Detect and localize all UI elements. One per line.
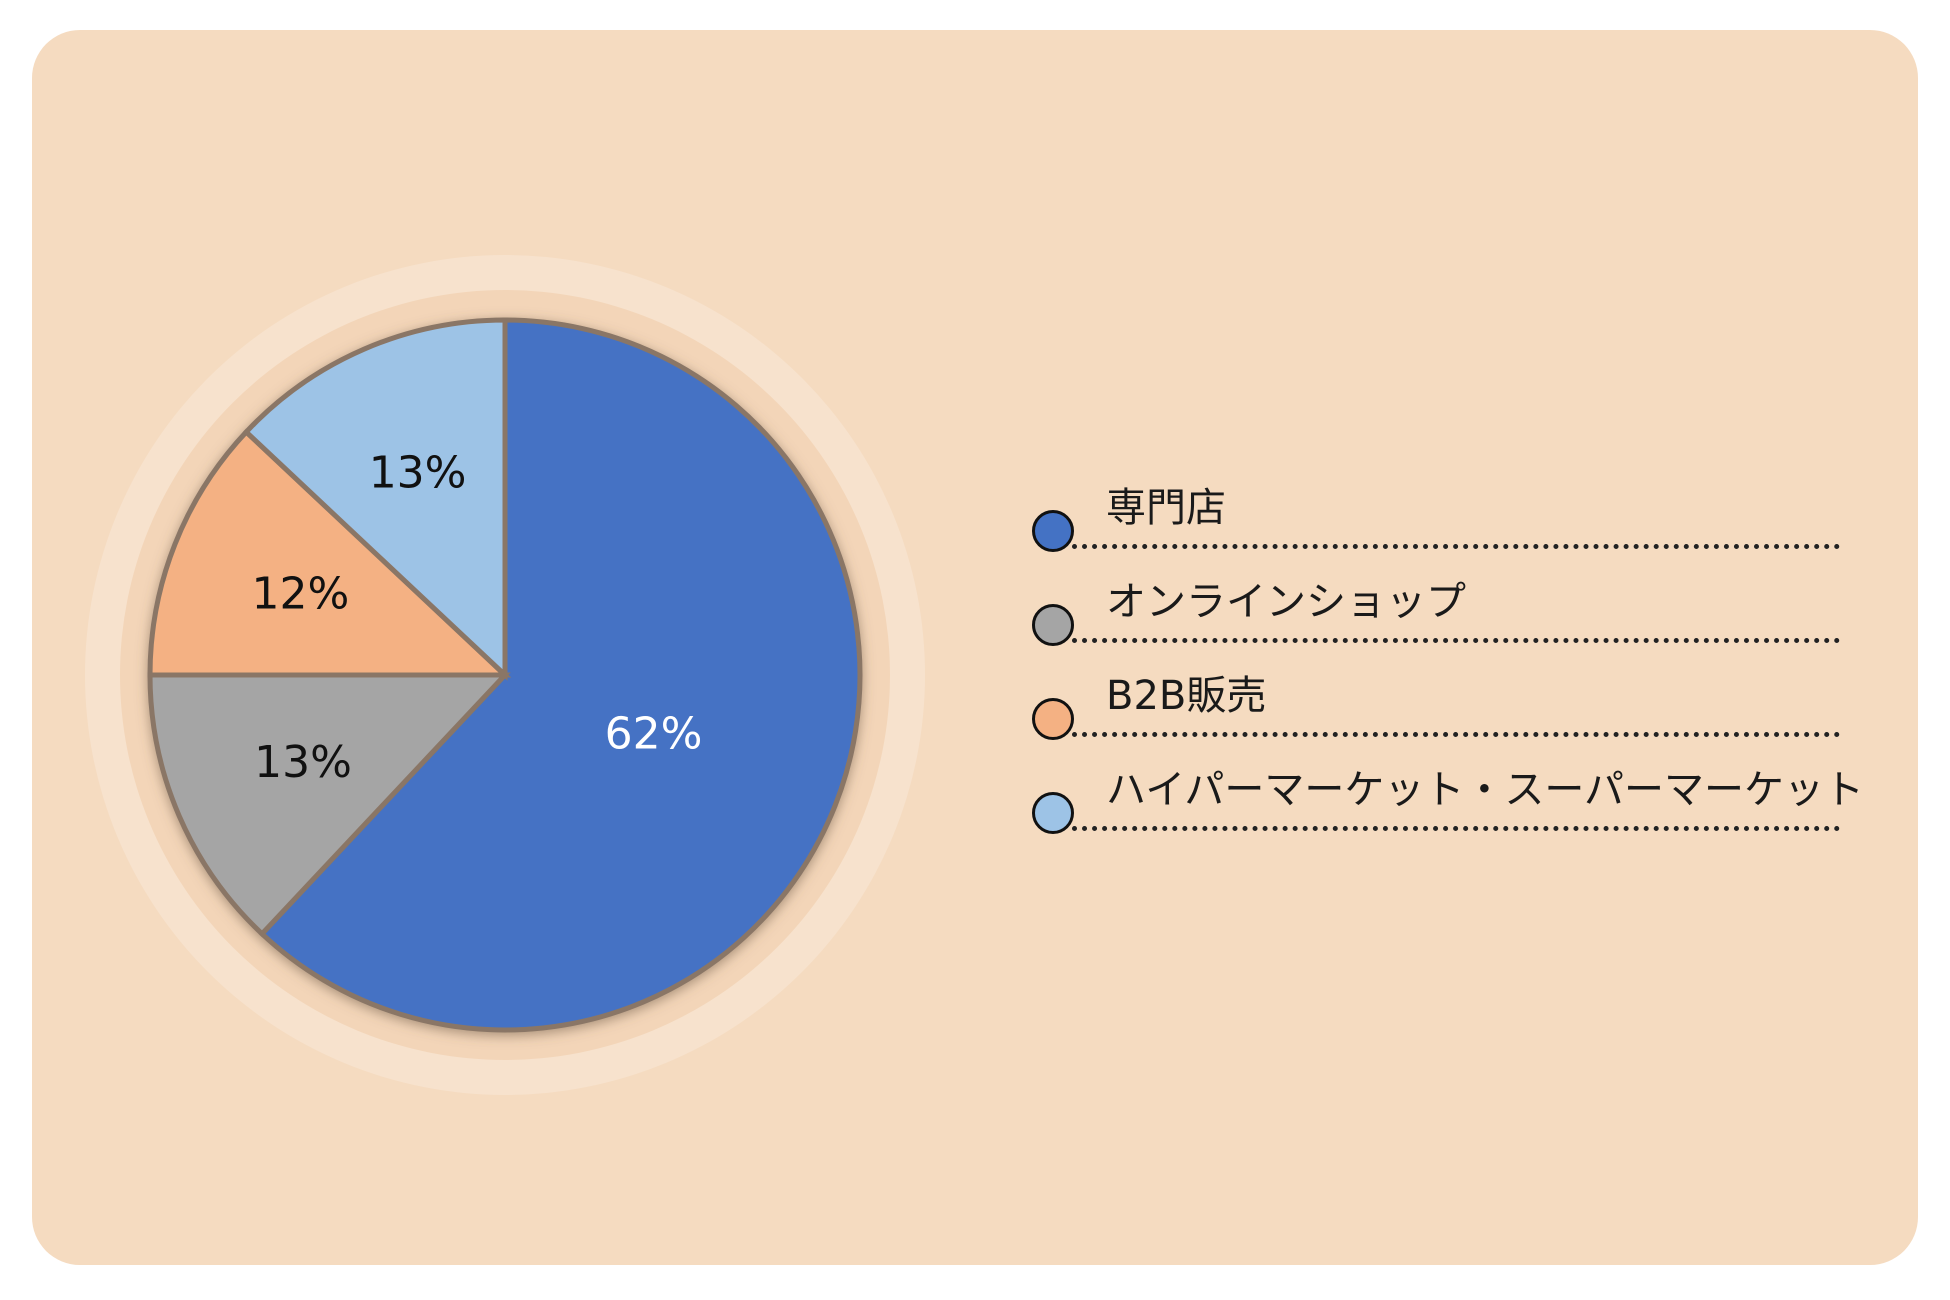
pie-slice-label-2: 12% — [251, 568, 349, 619]
pie-slice-0 — [258, 317, 863, 1033]
legend: 専門店 オンラインショップ B2B販売 ハイパーマーケット・スーパーマーケット — [1020, 480, 1870, 856]
pie-slice-label-0: 62% — [605, 708, 703, 759]
legend-label: オンラインショップ — [1106, 579, 1466, 625]
legend-dotted-line — [1072, 732, 1840, 737]
legend-dotted-line — [1072, 638, 1840, 643]
legend-swatch — [1032, 792, 1074, 834]
legend-item-specialty-store: 専門店 — [1020, 480, 1870, 574]
legend-label: 専門店 — [1106, 485, 1226, 531]
legend-label: B2B販売 — [1106, 673, 1267, 719]
legend-label: ハイパーマーケット・スーパーマーケット — [1106, 767, 1864, 813]
legend-swatch — [1032, 604, 1074, 646]
legend-dotted-line — [1072, 826, 1840, 831]
pie-slice-1 — [147, 672, 511, 938]
pie-slice-label-1: 13% — [254, 737, 352, 788]
legend-dotted-line — [1072, 544, 1840, 549]
legend-item-b2b-sales: B2B販売 — [1020, 668, 1870, 762]
pie-slice-3 — [242, 317, 508, 681]
legend-item-hypermarket-supermarket: ハイパーマーケット・スーパーマーケット — [1020, 762, 1870, 856]
pie-slice-label-3: 13% — [369, 448, 467, 499]
legend-item-online-shop: オンラインショップ — [1020, 574, 1870, 668]
legend-swatch — [1032, 510, 1074, 552]
legend-swatch — [1032, 698, 1074, 740]
pie-slice-2 — [147, 428, 512, 678]
